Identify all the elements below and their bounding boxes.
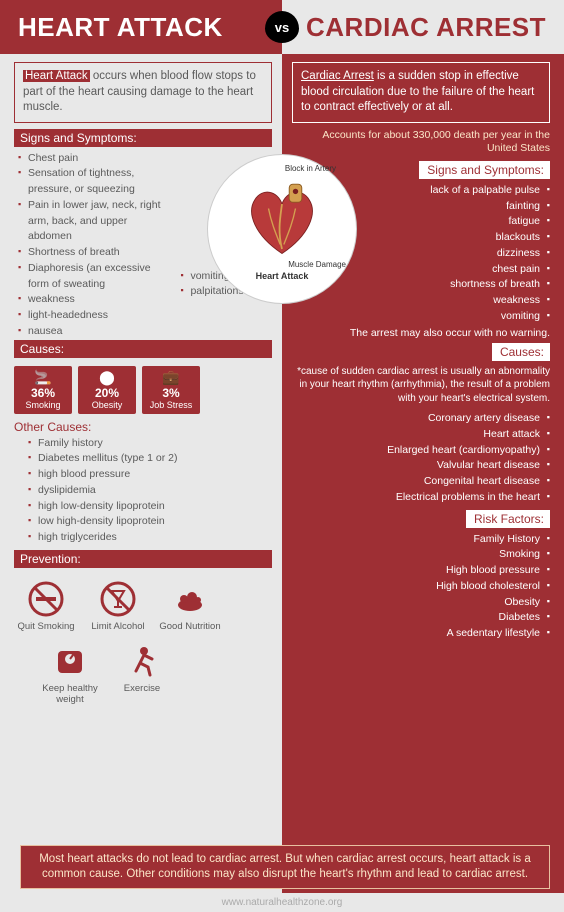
cause-item: Congenital heart disease bbox=[292, 474, 550, 490]
heart-caption: Heart Attack bbox=[256, 271, 309, 281]
prevention-row-1: Quit SmokingLimit AlcoholGood Nutrition bbox=[14, 578, 272, 632]
causes-right: Coronary artery diseaseHeart attackEnlar… bbox=[292, 411, 550, 506]
risk-item: High blood cholesterol bbox=[292, 579, 550, 595]
cause-item: Diabetes mellitus (type 1 or 2) bbox=[28, 451, 272, 467]
cause-box: 🚬36%Smoking bbox=[14, 366, 72, 414]
body: Block in Artery Muscle Damage Heart Atta… bbox=[0, 54, 564, 893]
cause-item: high triglycerides bbox=[28, 530, 272, 546]
cause-item: Coronary artery disease bbox=[292, 411, 550, 427]
cause-item: Family history bbox=[28, 436, 272, 452]
symptom-item: nausea bbox=[18, 324, 164, 340]
other-causes-title: Other Causes: bbox=[14, 420, 272, 434]
cause-item: dyslipidemia bbox=[28, 483, 272, 499]
risk-item: Smoking bbox=[292, 547, 550, 563]
symptom-note-right: The arrest may also occur with no warnin… bbox=[292, 327, 550, 339]
symptom-item: Chest pain bbox=[18, 151, 164, 167]
cause-note-right: *cause of sudden cardiac arrest is usual… bbox=[292, 365, 550, 406]
causes-title-left: Causes: bbox=[14, 340, 272, 358]
cause-item: Enlarged heart (cardiomyopathy) bbox=[292, 443, 550, 459]
muscle-label: Muscle Damage bbox=[288, 261, 346, 269]
risk-item: Obesity bbox=[292, 595, 550, 611]
quit-smoking-icon bbox=[25, 578, 67, 620]
title-left: HEART ATTACK bbox=[18, 12, 223, 43]
prevention-healthy-weight: Keep healthy weight bbox=[38, 640, 102, 705]
symptom-item: weakness bbox=[292, 293, 550, 309]
prevention-limit-alcohol: Limit Alcohol bbox=[86, 578, 150, 632]
prevention-good-nutrition: Good Nutrition bbox=[158, 578, 222, 632]
artery-label: Block in Artery bbox=[285, 165, 336, 173]
cause-item: Electrical problems in the heart bbox=[292, 490, 550, 506]
prevention-row-2: Keep healthy weightExercise bbox=[14, 640, 272, 705]
risk-title-right: Risk Factors: bbox=[466, 510, 550, 528]
risk-item: Diabetes bbox=[292, 610, 550, 626]
vs-text: vs bbox=[275, 20, 289, 35]
prevention-title: Prevention: bbox=[14, 550, 272, 568]
signs-title-right: Signs and Symptoms: bbox=[419, 161, 550, 179]
causes-title-right: Causes: bbox=[492, 343, 550, 361]
exercise-icon bbox=[121, 640, 163, 682]
risk-item: A sedentary lifestyle bbox=[292, 626, 550, 642]
cause-item: high low-density lipoprotein bbox=[28, 499, 272, 515]
stat-right: Accounts for about 330,000 death per yea… bbox=[292, 129, 550, 155]
cause-boxes: 🚬36%Smoking⬤20%Obesity💼3%Job Stress bbox=[14, 366, 272, 414]
header-left: HEART ATTACK bbox=[0, 0, 282, 54]
heart-illustration: Block in Artery Muscle Damage Heart Atta… bbox=[207, 154, 357, 304]
symptom-item: Sensation of tightness, pressure, or squ… bbox=[18, 166, 164, 198]
cause-item: high blood pressure bbox=[28, 467, 272, 483]
cause-item: Valvular heart disease bbox=[292, 458, 550, 474]
intro-right: Cardiac Arrest is a sudden stop in effec… bbox=[292, 62, 550, 123]
vs-badge: vs bbox=[265, 11, 299, 43]
header-right: CARDIAC ARREST bbox=[282, 0, 564, 54]
symptom-item: Diaphoresis (an excessive form of sweati… bbox=[18, 261, 164, 293]
good-nutrition-icon bbox=[169, 578, 211, 620]
intro-left: Heart Attack occurs when blood flow stop… bbox=[14, 62, 272, 123]
prevention-exercise: Exercise bbox=[110, 640, 174, 705]
header: HEART ATTACK CARDIAC ARREST vs bbox=[0, 0, 564, 54]
infographic-container: HEART ATTACK CARDIAC ARREST vs Block in … bbox=[0, 0, 564, 912]
limit-alcohol-icon bbox=[97, 578, 139, 620]
heart-icon bbox=[237, 177, 327, 267]
symptom-item: Pain in lower jaw, neck, right arm, back… bbox=[18, 198, 164, 245]
other-causes-list: Family historyDiabetes mellitus (type 1 … bbox=[14, 436, 272, 546]
prevention-quit-smoking: Quit Smoking bbox=[14, 578, 78, 632]
cause-box: ⬤20%Obesity bbox=[78, 366, 136, 414]
intro-right-highlight: Cardiac Arrest bbox=[301, 70, 374, 82]
symptom-item: vomiting bbox=[292, 309, 550, 325]
source-url: www.naturalhealthzone.org bbox=[0, 893, 564, 912]
cause-box: 💼3%Job Stress bbox=[142, 366, 200, 414]
symptom-item: weakness bbox=[18, 292, 164, 308]
title-right: CARDIAC ARREST bbox=[306, 12, 546, 43]
footer-note: Most heart attacks do not lead to cardia… bbox=[20, 845, 550, 889]
risks-right: Family HistorySmokingHigh blood pressure… bbox=[292, 532, 550, 642]
healthy-weight-icon bbox=[49, 640, 91, 682]
cause-item: low high-density lipoprotein bbox=[28, 514, 272, 530]
cause-item: Heart attack bbox=[292, 427, 550, 443]
signs-title-left: Signs and Symptoms: bbox=[14, 129, 272, 147]
risk-item: Family History bbox=[292, 532, 550, 548]
risk-item: High blood pressure bbox=[292, 563, 550, 579]
intro-left-highlight: Heart Attack bbox=[23, 70, 90, 82]
symptom-item: Shortness of breath bbox=[18, 245, 164, 261]
symptom-item: light-headedness bbox=[18, 308, 164, 324]
